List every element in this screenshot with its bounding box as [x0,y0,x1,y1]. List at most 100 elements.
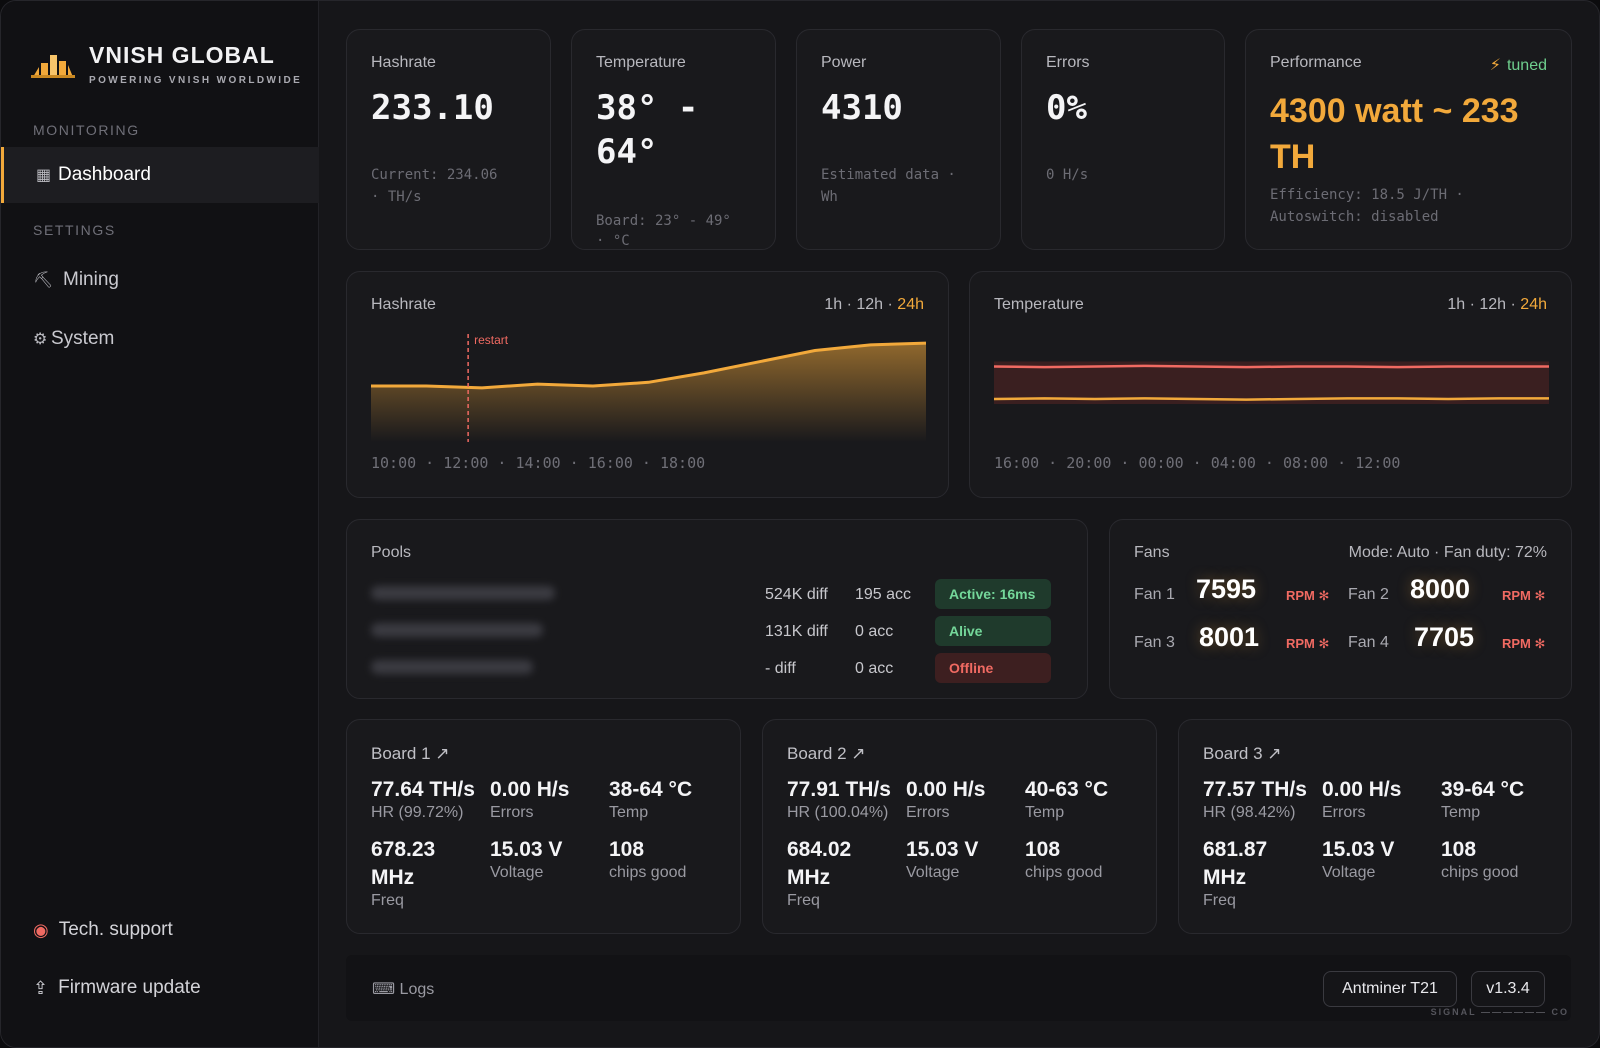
board-freq-label: Freq [787,892,820,909]
board-hashrate-label: HR (98.42%) [1203,804,1296,821]
tech-support-label: Tech. support [58,919,173,940]
pool-acc: 0 acc [855,660,894,677]
sidebar-item-dashboard[interactable]: ▦ Dashboard [1,147,319,203]
board-title[interactable]: Board 3 ↗ [1203,744,1282,763]
range-24h[interactable]: 24h [1520,296,1547,313]
card-title: Temperature [596,54,686,71]
board-freq-unit: MHz [371,866,415,889]
board-hashrate: 77.64 TH/s [371,778,475,801]
errors-stat-card: Errors 0% 0 H/s [1021,29,1225,250]
lifebuoy-icon: ◉ [33,919,49,940]
fan-rpm: 8000 [1410,574,1471,604]
firmware-update-label: Firmware update [58,977,201,998]
pool-diff: 131K diff [765,623,828,640]
pool-row[interactable]: 131K diff 0 acc Alive [371,616,1061,649]
tuned-label: tuned [1506,57,1547,74]
pool-diff: - diff [765,660,796,677]
upload-icon: ⇪ [33,977,49,998]
board-card[interactable]: Board 2 ↗ 77.91 TH/s HR (100.04%) 0.00 H… [762,719,1157,934]
range-1h[interactable]: 1h [824,296,843,313]
fan-label: Fan 2 [1348,586,1389,603]
logo-icon [31,55,75,78]
board-temp-label: Temp [609,804,649,821]
hashrate-chart-card: Hashrate 1h · 12h · 24h restart 10:00 · … [346,271,949,498]
sidebar: VNISH GLOBAL POWERING VNISH WORLDWIDE MO… [1,1,319,1047]
temperature-band [994,361,1549,404]
board-chips: 108 [1441,838,1477,861]
range-24h[interactable]: 24h [897,296,924,313]
board-temp: 40-63 °C [1025,778,1109,801]
board-errors-label: Errors [906,804,950,821]
logs-link[interactable]: ⌨ Logs [372,981,435,998]
temperature-value-max: 64° [596,132,658,172]
range-12h[interactable]: 12h [1479,296,1507,313]
sidebar-item-mining[interactable]: ⛏ Mining [1,252,319,308]
range-1h[interactable]: 1h [1447,296,1466,313]
board-voltage-label: Voltage [906,864,960,881]
fan-label: Fan 3 [1134,634,1175,651]
board-temp: 38-64 °C [609,778,693,801]
fan-rpm-unit: RPM ✻ [1286,636,1330,651]
board-hashrate-label: HR (99.72%) [371,804,464,821]
board-errors: 0.00 H/s [906,778,986,801]
board-chips: 108 [1025,838,1061,861]
board-card[interactable]: Board 1 ↗ 77.64 TH/s HR (99.72%) 0.00 H/… [346,719,741,934]
hashrate-unit: · TH/s [371,189,422,205]
sidebar-item-system[interactable]: ⚙ System [1,311,319,367]
board-title[interactable]: Board 1 ↗ [371,744,450,763]
board-temp: 39-64 °C [1441,778,1525,801]
fan-rpm-unit: RPM ✻ [1502,636,1546,651]
board-freq: 678.23 [371,838,436,861]
fan-rpm: 8001 [1199,622,1260,652]
efficiency: Efficiency: 18.5 J/TH · [1270,187,1464,203]
power-unit: Wh [821,189,838,205]
card-title: Errors [1046,54,1090,71]
fan-rpm: 7595 [1196,574,1257,604]
firmware-update-link[interactable]: ⇪ Firmware update [33,977,201,999]
fans-card: Fans Mode: Auto · Fan duty: 72% Fan 1 75… [1109,519,1572,699]
board-chips-label: chips good [1025,864,1103,881]
performance-stat-card: Performance ⚡ tuned 4300 watt ~ 233 TH Ef… [1245,29,1572,250]
hashrate-stat-card: Hashrate 233.10 Current: 234.06 · TH/s [346,29,551,250]
range-12h[interactable]: 12h [856,296,884,313]
hashrate-current: Current: 234.06 [371,167,498,183]
temperature-chart-card: Temperature 1h · 12h · 24h 16:00 · 20:00… [969,271,1572,498]
board-title[interactable]: Board 2 ↗ [787,744,866,763]
brand-name: VNISH GLOBAL [89,42,275,68]
board-temp: Board: 23° - 49° [596,213,731,229]
card-title: Hashrate [371,54,436,71]
range-sep: · [1469,296,1475,313]
board-hashrate: 77.91 TH/s [787,778,891,801]
card-title: Power [821,54,867,71]
board-freq-label: Freq [371,892,404,909]
fan-rpm-unit: RPM ✻ [1286,588,1330,603]
chart-title: Hashrate [371,296,436,313]
errors-rate: 0 H/s [1046,167,1089,183]
range-sep: · [846,296,852,313]
temperature-series-line [994,397,1549,401]
pool-diff: 524K diff [765,586,828,603]
pool-row[interactable]: 524K diff 195 acc Active: 16ms [371,579,1061,612]
pools-card: Pools 524K diff 195 acc Active: 16ms 131… [346,519,1088,699]
board-chips-label: chips good [1441,864,1519,881]
board-freq-label: Freq [1203,892,1236,909]
pool-row[interactable]: - diff 0 acc Offline [371,653,1061,686]
board-errors-label: Errors [490,804,534,821]
brand[interactable]: VNISH GLOBAL POWERING VNISH WORLDWIDE [31,39,302,89]
board-errors: 0.00 H/s [1322,778,1402,801]
tech-support-link[interactable]: ◉ Tech. support [33,919,173,941]
board-chips: 108 [609,838,645,861]
board-voltage: 15.03 V [490,838,563,861]
model-badge: Antminer T21 [1323,971,1457,1007]
grid-icon: ▦ [36,167,52,184]
range-sep: · [887,296,893,313]
pool-status-badge: Alive [935,616,1051,646]
chart-title: Temperature [994,296,1084,313]
board-card[interactable]: Board 3 ↗ 77.57 TH/s HR (98.42%) 0.00 H/… [1178,719,1572,934]
board-freq-unit: MHz [1203,866,1247,889]
board-freq: 681.87 [1203,838,1268,861]
hashrate-value: 233.10 [371,88,494,128]
power-stat-card: Power 4310 Estimated data · Wh [796,29,1001,250]
board-voltage-label: Voltage [490,864,544,881]
